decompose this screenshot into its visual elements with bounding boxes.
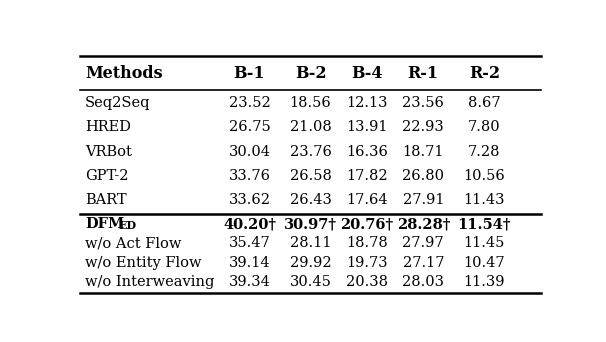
Text: 33.62: 33.62 — [228, 193, 270, 207]
Text: 28.11: 28.11 — [290, 236, 331, 250]
Text: B-4: B-4 — [351, 65, 382, 82]
Text: 17.64: 17.64 — [346, 193, 388, 207]
Text: 35.47: 35.47 — [228, 236, 270, 250]
Text: 27.97: 27.97 — [402, 236, 444, 250]
Text: 20.38: 20.38 — [346, 275, 388, 289]
Text: 26.58: 26.58 — [290, 169, 331, 183]
Text: 17.82: 17.82 — [346, 169, 388, 183]
Text: R-1: R-1 — [408, 65, 439, 82]
Text: 28.03: 28.03 — [402, 275, 444, 289]
Text: HRED: HRED — [85, 120, 131, 134]
Text: 22.93: 22.93 — [402, 120, 444, 134]
Text: 12.13: 12.13 — [346, 96, 388, 110]
Text: B-2: B-2 — [295, 65, 327, 82]
Text: w/o Interweaving: w/o Interweaving — [85, 275, 215, 289]
Text: DFM: DFM — [85, 218, 124, 232]
Text: 26.80: 26.80 — [402, 169, 444, 183]
Text: 26.43: 26.43 — [290, 193, 331, 207]
Text: B-1: B-1 — [234, 65, 265, 82]
Text: 27.91: 27.91 — [402, 193, 444, 207]
Text: Methods: Methods — [85, 65, 163, 82]
Text: GPT-2: GPT-2 — [85, 169, 128, 183]
Text: 11.43: 11.43 — [464, 193, 505, 207]
Text: 28.28†: 28.28† — [396, 218, 450, 232]
Text: 18.78: 18.78 — [346, 236, 388, 250]
Text: 23.76: 23.76 — [290, 145, 331, 159]
Text: 39.14: 39.14 — [228, 255, 270, 269]
Text: 11.45: 11.45 — [464, 236, 505, 250]
Text: VRBot: VRBot — [85, 145, 132, 159]
Text: w/o Act Flow: w/o Act Flow — [85, 236, 182, 250]
Text: BART: BART — [85, 193, 127, 207]
Text: 33.76: 33.76 — [228, 169, 270, 183]
Text: 8.67: 8.67 — [468, 96, 501, 110]
Text: 10.56: 10.56 — [464, 169, 505, 183]
Text: 20.76†: 20.76† — [341, 218, 393, 232]
Text: 30.04: 30.04 — [228, 145, 270, 159]
Text: 23.52: 23.52 — [228, 96, 270, 110]
Text: 30.97†: 30.97† — [284, 218, 337, 232]
Text: ED: ED — [119, 220, 137, 231]
Text: R-2: R-2 — [469, 65, 500, 82]
Text: 29.92: 29.92 — [290, 255, 331, 269]
Text: 7.80: 7.80 — [468, 120, 501, 134]
Text: 11.39: 11.39 — [464, 275, 505, 289]
Text: 27.17: 27.17 — [402, 255, 444, 269]
Text: 39.34: 39.34 — [228, 275, 270, 289]
Text: 23.56: 23.56 — [402, 96, 444, 110]
Text: 19.73: 19.73 — [346, 255, 388, 269]
Text: w/o Entity Flow: w/o Entity Flow — [85, 255, 202, 269]
Text: 26.75: 26.75 — [228, 120, 270, 134]
Text: 18.56: 18.56 — [290, 96, 331, 110]
Text: 18.71: 18.71 — [402, 145, 444, 159]
Text: 10.47: 10.47 — [464, 255, 505, 269]
Text: 13.91: 13.91 — [346, 120, 388, 134]
Text: Seq2Seq: Seq2Seq — [85, 96, 151, 110]
Text: 30.45: 30.45 — [290, 275, 331, 289]
Text: 11.54†: 11.54† — [458, 218, 511, 232]
Text: 40.20†: 40.20† — [223, 218, 276, 232]
Text: 16.36: 16.36 — [346, 145, 388, 159]
Text: 7.28: 7.28 — [468, 145, 501, 159]
Text: 21.08: 21.08 — [290, 120, 331, 134]
